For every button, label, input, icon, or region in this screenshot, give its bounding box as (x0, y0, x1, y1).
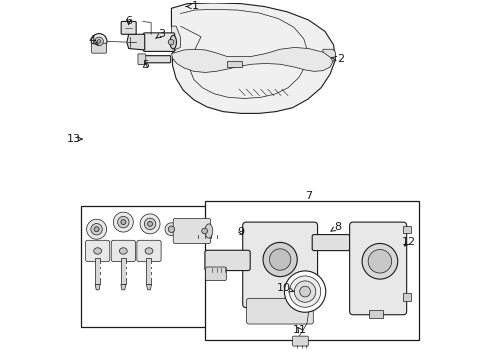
Bar (151, 270, 153, 273)
Polygon shape (171, 48, 332, 72)
Bar (125, 264, 127, 267)
Ellipse shape (170, 35, 176, 49)
Bar (402, 293, 410, 301)
FancyBboxPatch shape (143, 33, 174, 51)
Circle shape (113, 212, 133, 232)
Text: 2: 2 (331, 54, 344, 64)
Ellipse shape (204, 224, 212, 238)
Bar (368, 310, 382, 318)
FancyBboxPatch shape (204, 250, 250, 271)
Circle shape (362, 243, 397, 279)
Circle shape (284, 271, 325, 312)
Circle shape (299, 286, 310, 297)
Bar (151, 275, 153, 278)
FancyBboxPatch shape (242, 222, 317, 308)
Bar (81, 206, 219, 327)
Circle shape (118, 216, 129, 228)
Text: 8: 8 (330, 222, 341, 232)
FancyBboxPatch shape (139, 56, 170, 63)
Circle shape (95, 37, 103, 46)
Polygon shape (146, 284, 151, 290)
FancyBboxPatch shape (111, 240, 135, 262)
FancyBboxPatch shape (121, 22, 136, 34)
Ellipse shape (119, 248, 127, 254)
Text: 5: 5 (142, 60, 149, 70)
Text: 13: 13 (67, 134, 81, 144)
Text: 10: 10 (276, 283, 293, 293)
Bar (151, 264, 153, 267)
Text: 4: 4 (88, 35, 98, 45)
Circle shape (294, 281, 315, 302)
FancyBboxPatch shape (205, 267, 226, 280)
Text: 7: 7 (305, 191, 311, 201)
FancyBboxPatch shape (311, 235, 349, 251)
FancyBboxPatch shape (173, 219, 210, 243)
Circle shape (91, 33, 107, 49)
Bar (125, 270, 127, 273)
FancyBboxPatch shape (246, 298, 313, 324)
Bar (402, 226, 410, 233)
Polygon shape (126, 34, 144, 50)
Circle shape (168, 39, 174, 45)
FancyBboxPatch shape (349, 222, 406, 315)
Circle shape (263, 242, 297, 276)
Text: 6: 6 (125, 17, 132, 26)
Circle shape (94, 227, 99, 232)
Bar (121, 258, 125, 284)
Circle shape (202, 228, 207, 234)
Circle shape (168, 226, 174, 233)
Text: 11: 11 (292, 325, 306, 335)
Bar (95, 258, 100, 284)
Circle shape (140, 214, 160, 234)
Circle shape (121, 220, 125, 225)
Bar (100, 264, 102, 267)
Circle shape (164, 223, 178, 236)
Ellipse shape (145, 248, 153, 254)
Bar (205, 201, 418, 340)
Bar (227, 60, 241, 67)
Polygon shape (95, 284, 100, 290)
FancyBboxPatch shape (137, 240, 161, 262)
Text: 1: 1 (186, 1, 198, 12)
Polygon shape (322, 49, 335, 62)
Circle shape (289, 276, 320, 307)
Bar (146, 258, 151, 284)
Circle shape (91, 224, 102, 235)
FancyBboxPatch shape (85, 240, 110, 262)
Bar (125, 275, 127, 278)
Circle shape (86, 219, 106, 239)
Circle shape (367, 249, 391, 273)
Bar (100, 270, 102, 273)
FancyBboxPatch shape (91, 43, 106, 53)
Text: 3: 3 (155, 29, 165, 39)
Circle shape (144, 218, 156, 230)
Circle shape (147, 221, 152, 226)
Ellipse shape (94, 248, 102, 254)
Circle shape (269, 249, 290, 270)
FancyBboxPatch shape (292, 336, 307, 346)
Text: 12: 12 (401, 237, 415, 247)
Polygon shape (171, 26, 180, 54)
Circle shape (97, 40, 101, 43)
Bar (100, 275, 102, 278)
FancyBboxPatch shape (138, 54, 145, 64)
Polygon shape (121, 284, 125, 290)
Text: 9: 9 (237, 227, 244, 237)
Polygon shape (171, 3, 335, 113)
